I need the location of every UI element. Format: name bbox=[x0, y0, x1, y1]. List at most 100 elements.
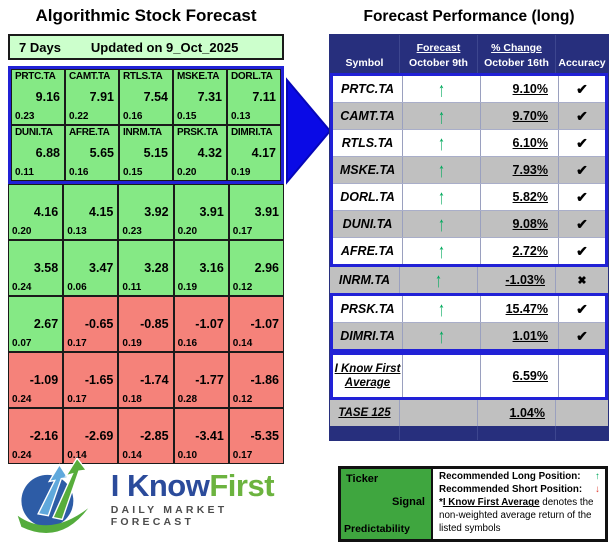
check-icon: ✔ bbox=[576, 134, 588, 151]
forecast-cell: -1.74 0.18 bbox=[118, 352, 174, 408]
cell-ticker: PRSK.TA bbox=[177, 127, 219, 138]
cell-signal: 4.32 bbox=[197, 146, 222, 160]
logo-wordmark: I KnowFirst bbox=[110, 468, 275, 503]
cell-ticker bbox=[178, 186, 225, 198]
perf-forecast: ↑ bbox=[403, 103, 481, 129]
forecast-table-rest: 4.16 0.20 4.15 0.13 3.92 0.23 3.91 0.20 3.91 0.17… bbox=[8, 184, 284, 464]
cell-predictability: 0.23 bbox=[15, 111, 35, 122]
cell-predictability: 0.17 bbox=[67, 338, 87, 349]
left-panel-title: Algorithmic Stock Forecast bbox=[35, 6, 257, 25]
forecast-cell-prsk-ta: PRSK.TA 4.32 0.20 bbox=[173, 125, 227, 181]
up-arrow-icon: ↑ bbox=[438, 185, 445, 209]
perf-change: 9.70% bbox=[481, 103, 559, 129]
forecast-cell-dorl-ta: DORL.TA 7.11 0.13 bbox=[227, 69, 281, 125]
forecast-cell: -1.77 0.28 bbox=[173, 352, 229, 408]
up-arrow-icon: ↑ bbox=[438, 77, 445, 101]
performance-table: Symbol Forecast October 9th % Change Oct… bbox=[329, 34, 609, 441]
cell-ticker bbox=[122, 354, 169, 366]
cell-signal: 3.58 bbox=[33, 261, 59, 275]
cell-predictability: 0.06 bbox=[67, 282, 87, 293]
cell-predictability: 0.20 bbox=[177, 226, 198, 237]
cell-signal: -2.16 bbox=[29, 429, 59, 443]
cell-signal: -1.09 bbox=[29, 373, 59, 387]
forecast-performance-panel: Forecast Performance (long) Symbol Forec… bbox=[329, 4, 609, 441]
cell-predictability: 0.24 bbox=[12, 394, 32, 405]
legend-signal-label: Signal bbox=[391, 496, 425, 508]
cell-predictability: 0.17 bbox=[232, 226, 253, 237]
perf-forecast: ↑ bbox=[403, 296, 481, 322]
highlight-box: PRTC.TA ↑ 9.10% ✔ CAMT.TA ↑ 9.70% ✔ RTLS.TA ↑ 6.10… bbox=[330, 73, 608, 267]
forecast-row: 4.16 0.20 4.15 0.13 3.92 0.23 3.91 0.20 3.91 0.17 bbox=[8, 184, 284, 240]
forecast-cell: -1.07 0.14 bbox=[228, 296, 284, 352]
perf-change: 7.93% bbox=[481, 157, 559, 183]
cell-predictability: 0.07 bbox=[12, 338, 32, 349]
check-icon: ✔ bbox=[576, 300, 588, 317]
highlight-box: I Know First Average 6.59% bbox=[330, 352, 608, 400]
cell-predictability: 0.11 bbox=[15, 167, 34, 178]
forecast-cell: 3.47 0.06 bbox=[63, 240, 119, 296]
cell-signal: 3.91 bbox=[199, 205, 224, 219]
up-arrow-icon: ↑ bbox=[438, 239, 445, 263]
cell-ticker bbox=[178, 354, 225, 366]
cell-signal: 3.92 bbox=[144, 205, 169, 219]
perf-symbol: DIMRI.TA bbox=[333, 323, 403, 349]
cell-ticker bbox=[12, 186, 59, 198]
perf-row: DORL.TA ↑ 5.82% ✔ bbox=[333, 184, 605, 211]
perf-symbol: MSKE.TA bbox=[333, 157, 403, 183]
cell-ticker bbox=[178, 298, 225, 310]
cell-predictability: 0.24 bbox=[12, 450, 32, 461]
cell-signal: 6.88 bbox=[35, 146, 60, 160]
cell-predictability: 0.14 bbox=[122, 450, 142, 461]
cell-predictability: 0.13 bbox=[231, 111, 251, 122]
forecast-cell-rtls-ta: RTLS.TA 7.54 0.16 bbox=[119, 69, 173, 125]
perf-symbol: PRSK.TA bbox=[333, 296, 403, 322]
check-icon: ✔ bbox=[576, 188, 588, 205]
cell-ticker bbox=[233, 354, 280, 366]
cell-ticker bbox=[233, 410, 280, 422]
header-change: % Change October 16th bbox=[478, 35, 556, 73]
header-accuracy: Accuracy bbox=[558, 57, 606, 69]
cell-ticker: DIMRI.TA bbox=[231, 127, 273, 138]
perf-row: PRSK.TA ↑ 15.47% ✔ bbox=[333, 296, 605, 323]
legend-cell-sample: Ticker Signal Predictability bbox=[341, 469, 433, 539]
cell-predictability: 0.28 bbox=[177, 394, 198, 405]
perf-forecast: ↑ bbox=[403, 130, 481, 156]
perf-row: CAMT.TA ↑ 9.70% ✔ bbox=[333, 103, 605, 130]
cross-icon: ✖ bbox=[577, 274, 587, 287]
cell-signal: -5.35 bbox=[250, 429, 280, 443]
cell-predictability: 0.17 bbox=[67, 394, 87, 405]
perf-row: INRM.TA ↑ -1.03% ✖ bbox=[330, 267, 608, 293]
legend-description: Recommended Long Position: ↑ Recommended… bbox=[433, 469, 605, 539]
check-icon: ✔ bbox=[576, 161, 588, 178]
row-group: INRM.TA ↑ -1.03% ✖ bbox=[330, 267, 608, 293]
cell-predictability: 0.12 bbox=[232, 282, 253, 293]
cell-ticker bbox=[233, 298, 280, 310]
cell-signal: -1.07 bbox=[250, 317, 280, 331]
perf-symbol: DORL.TA bbox=[333, 184, 403, 210]
forecast-cell: -1.07 0.16 bbox=[173, 296, 229, 352]
cell-predictability: 0.15 bbox=[123, 167, 143, 178]
forecast-cell-duni-ta: DUNI.TA 6.88 0.11 bbox=[11, 125, 65, 181]
cell-predictability: 0.19 bbox=[231, 167, 251, 178]
up-arrow-icon: ↑ bbox=[435, 268, 442, 292]
header-symbol: Symbol bbox=[330, 35, 400, 73]
up-arrow-icon: ↑ bbox=[438, 297, 445, 321]
highlight-box: PRSK.TA ↑ 15.47% ✔ DIMRI.TA ↑ 1.01% ✔ bbox=[330, 293, 608, 352]
cell-predictability: 0.16 bbox=[177, 338, 198, 349]
perf-symbol: PRTC.TA bbox=[333, 76, 403, 102]
perf-forecast: ↑ bbox=[403, 323, 481, 349]
cell-predictability: 0.11 bbox=[122, 282, 142, 293]
cell-signal: 7.91 bbox=[89, 90, 114, 104]
perf-change: 9.08% bbox=[481, 211, 559, 237]
perf-row: AFRE.TA ↑ 2.72% ✔ bbox=[333, 238, 605, 264]
cell-signal: 7.11 bbox=[252, 90, 276, 104]
cell-signal: 7.54 bbox=[143, 90, 168, 104]
cell-predictability: 0.14 bbox=[67, 450, 87, 461]
cell-predictability: 0.15 bbox=[177, 111, 197, 122]
forecast-cell: 4.15 0.13 bbox=[63, 184, 119, 240]
forecast-cell: 3.91 0.20 bbox=[173, 184, 229, 240]
forecast-cell-mske-ta: MSKE.TA 7.31 0.15 bbox=[173, 69, 227, 125]
cell-ticker bbox=[122, 242, 169, 254]
cell-ticker: DUNI.TA bbox=[15, 127, 53, 138]
